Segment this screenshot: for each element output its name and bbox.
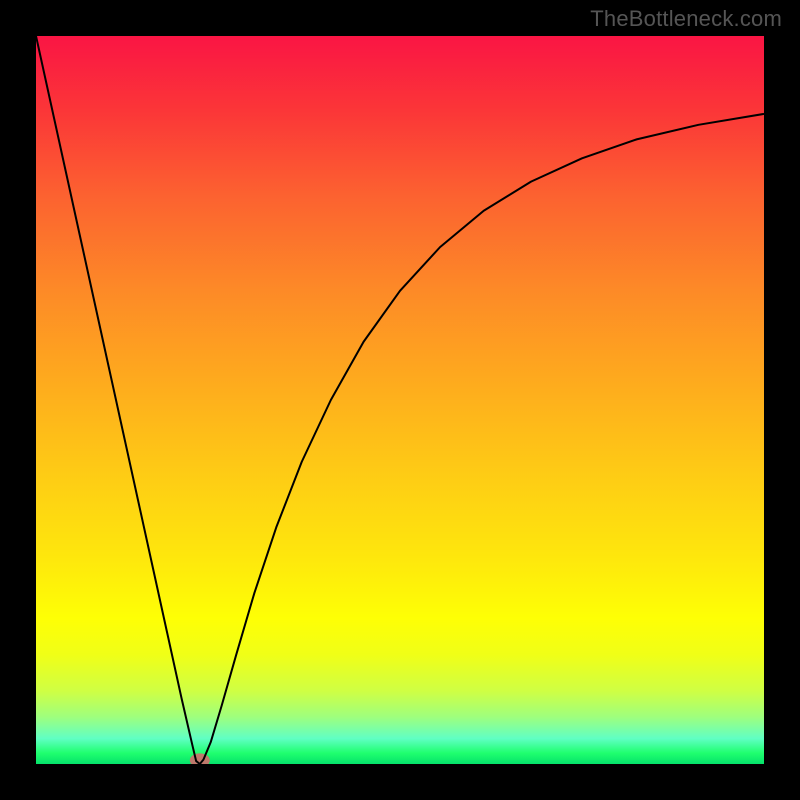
chart-container: TheBottleneck.com: [0, 0, 800, 800]
plot-svg: [36, 36, 764, 764]
plot-area: [36, 36, 764, 764]
watermark-text: TheBottleneck.com: [590, 6, 782, 32]
gradient-background: [36, 36, 764, 764]
